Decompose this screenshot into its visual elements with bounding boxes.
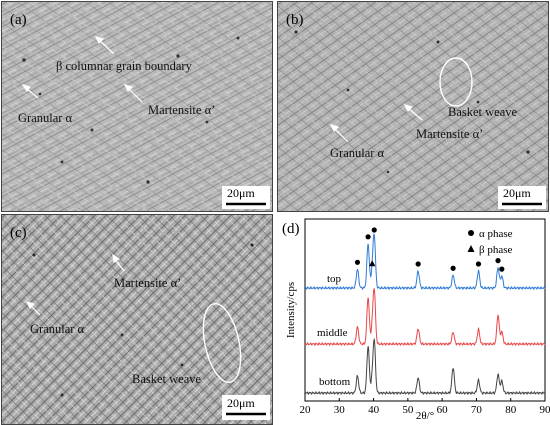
micrograph-c: (c) Martensite α’ Granular α Basket weav… — [2, 215, 272, 424]
alpha-phase-marker — [499, 267, 504, 272]
legend: α phase β phase — [468, 228, 513, 256]
series-label-top: top — [327, 273, 342, 285]
annotation-martensite-a: Martensite α’ — [148, 103, 215, 117]
alpha-phase-marker — [476, 261, 481, 266]
y-axis-label: Intensity/cps — [285, 282, 297, 338]
micrograph-panel-a: (a) β columnar grain boundary Granular α… — [1, 1, 273, 212]
x-axis-label: 2θ/° — [416, 410, 434, 422]
annotation-basket-b: Basket weave — [448, 105, 518, 119]
alpha-phase-marker — [451, 266, 456, 271]
legend-label: α phase — [479, 228, 513, 240]
panel-label-b: (b) — [286, 12, 304, 28]
annotation-martensite-c: Martensite α’ — [114, 276, 181, 290]
x-tick-label: 60 — [437, 404, 449, 416]
scale-bar-label-b: 20μm — [503, 186, 531, 200]
annotation-martensite-b: Martensite α’ — [416, 127, 483, 141]
panel-label-a: (a) — [10, 12, 27, 28]
series-labels: top middle bottom — [317, 273, 351, 388]
alpha-phase-marker — [372, 227, 377, 232]
alpha-phase-marker — [365, 234, 370, 239]
panel-label-c: (c) — [10, 225, 27, 241]
annotation-beta-boundary-a: β columnar grain boundary — [56, 59, 193, 73]
annotation-granular-a: Granular α — [18, 111, 73, 125]
series-label-middle: middle — [317, 327, 348, 339]
x-tick-label: 50 — [402, 404, 414, 416]
x-tick-label: 70 — [471, 404, 483, 416]
annotation-basket-c: Basket weave — [132, 372, 202, 386]
beta-phase-marker — [369, 260, 375, 266]
micrograph-panel-b: (b) Basket weave Martensite α’ Granular … — [277, 1, 549, 212]
annotation-granular-b: Granular α — [330, 146, 385, 160]
alpha-phase-marker — [416, 261, 421, 266]
legend-beta-marker — [468, 245, 475, 252]
micrograph-b: (b) Basket weave Martensite α’ Granular … — [278, 2, 548, 211]
x-tick-label: 90 — [540, 404, 550, 416]
alpha-phase-marker — [495, 258, 500, 263]
series-label-bottom: bottom — [319, 376, 351, 388]
x-tick-label: 80 — [505, 404, 517, 416]
x-tick-label: 20 — [300, 404, 312, 416]
xrd-series — [305, 234, 545, 394]
x-tick-label: 30 — [334, 404, 346, 416]
x-tick-label: 40 — [368, 404, 380, 416]
annotation-granular-c: Granular α — [30, 322, 85, 336]
legend-alpha-marker — [468, 230, 474, 236]
scale-bar-label-a: 20μm — [227, 186, 255, 200]
alpha-phase-marker — [355, 260, 360, 265]
micrograph-a: (a) β columnar grain boundary Granular α… — [2, 2, 272, 211]
scale-bar-label-c: 20μm — [227, 396, 255, 410]
legend-label: β phase — [479, 244, 513, 256]
micrograph-panel-c: (c) Martensite α’ Granular α Basket weav… — [1, 214, 273, 425]
panel-label-d: (d) — [282, 221, 300, 237]
